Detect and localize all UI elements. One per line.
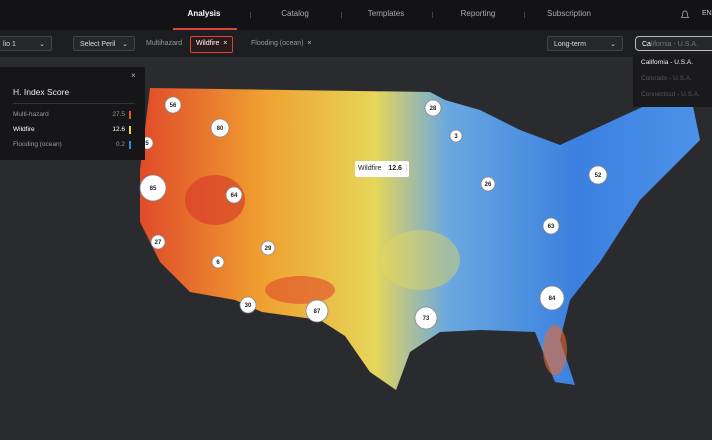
cluster-marker[interactable]	[424, 99, 442, 117]
cluster-marker[interactable]	[211, 255, 225, 269]
score-row: Wildfire 12.6	[13, 126, 131, 134]
cluster-count: 52	[595, 173, 602, 179]
chip-label: Flooding (ocean)	[251, 40, 304, 47]
score-swatch	[129, 111, 131, 119]
score-value: 27.5	[112, 111, 125, 118]
tooltip-label: Wildfire	[358, 165, 382, 172]
cluster-count: 56	[170, 103, 177, 109]
cluster-count: 30	[245, 303, 252, 309]
tooltip: Wildfire 12.6 |	[355, 161, 409, 177]
search-completion: lifornia - U.S.A.	[650, 41, 699, 48]
cluster-count: 85	[150, 186, 157, 192]
cluster-count: 26	[485, 182, 492, 188]
cluster-marker[interactable]	[150, 234, 166, 250]
search-input[interactable]: California - U.S.A.	[635, 36, 712, 51]
cluster-count: 28	[430, 106, 437, 112]
portfolio-name: lio 1	[3, 41, 16, 48]
cluster-count: 84	[549, 296, 556, 302]
portfolio-select[interactable]: lio 1 ⌄	[0, 36, 52, 51]
cluster-marker[interactable]	[305, 299, 329, 323]
hazard-patch	[543, 325, 567, 375]
cluster-count: 6	[216, 260, 220, 266]
peril-chip[interactable]: Wildfire ×	[190, 36, 234, 53]
nav-item[interactable]: Templates	[367, 9, 405, 18]
cluster-marker[interactable]	[210, 118, 230, 138]
score-value: 0.2	[115, 141, 125, 148]
suggestion[interactable]: Colorado - U.S.A.	[641, 75, 692, 82]
cluster-marker[interactable]	[449, 129, 463, 143]
caret: ⌄	[610, 41, 616, 48]
hazard-patch	[185, 175, 245, 225]
cluster-marker[interactable]	[588, 165, 608, 185]
peril-chip[interactable]: Multihazard	[146, 40, 183, 47]
score-label: Multi-hazard	[13, 111, 49, 118]
cluster-count: 27	[155, 240, 162, 246]
chip-remove[interactable]: ×	[221, 40, 228, 47]
nav-separator	[432, 12, 433, 18]
tooltip-sep: |	[403, 165, 408, 172]
score-panel: × H. Index Score Multi-hazard 27.5 Wildfir…	[0, 67, 145, 160]
close-button[interactable]: ×	[131, 71, 136, 80]
bell-icon[interactable]	[680, 10, 690, 20]
chip-remove[interactable]: ×	[305, 40, 312, 47]
nav-item[interactable]: Catalog	[281, 9, 309, 18]
cluster-count: 80	[217, 126, 224, 132]
hazard-patch	[265, 276, 335, 304]
score-label: Flooding (ocean)	[13, 141, 62, 148]
cluster-count: 73	[423, 316, 430, 322]
horizon-select[interactable]: Long-term ⌄	[547, 36, 623, 51]
suggestion-list: California - U.S.A. Colorado - U.S.A. Co…	[633, 55, 712, 107]
suggestion[interactable]: Connecticut - U.S.A.	[641, 91, 700, 98]
top-nav: EN Analysis Catalog Templates Reporting Subs…	[0, 0, 712, 30]
nav-item[interactable]: Subscription	[546, 9, 592, 18]
cluster-count: 63	[548, 224, 555, 230]
nav-separator	[249, 12, 251, 18]
cluster-count: 64	[231, 193, 238, 199]
cluster-count: 29	[265, 246, 272, 252]
chip-label: Wildfire	[196, 40, 220, 47]
nav-separator	[340, 12, 342, 18]
score-swatch	[129, 141, 131, 149]
cluster-count: 5	[145, 141, 149, 147]
cluster-marker[interactable]	[239, 296, 257, 314]
panel-title: H. Index Score	[13, 87, 70, 97]
score-swatch	[129, 126, 131, 134]
peril-label: Select Peril	[80, 41, 116, 48]
language[interactable]: EN	[702, 10, 712, 17]
suggestion[interactable]: California - U.S.A.	[641, 59, 694, 66]
nav-item[interactable]: Analysis	[187, 9, 221, 18]
caret: ⌄	[122, 41, 128, 48]
active-underline	[173, 28, 237, 30]
us-territory	[140, 88, 700, 390]
cluster-marker[interactable]	[480, 176, 496, 192]
tooltip-value: 12.6	[388, 165, 402, 172]
peril-chip[interactable]: Flooding (ocean) ×	[246, 36, 317, 51]
cluster-marker[interactable]	[139, 174, 167, 202]
score-label: Wildfire	[13, 126, 35, 133]
horizon-label: Long-term	[554, 41, 586, 48]
score-row: Multi-hazard 27.5	[13, 111, 131, 119]
cluster-marker[interactable]	[542, 217, 560, 235]
search-query: Ca	[642, 41, 651, 48]
cluster-marker[interactable]	[225, 186, 243, 204]
cluster-count: 87	[314, 309, 321, 315]
score-value: 12.6	[112, 126, 125, 133]
score-row: Flooding (ocean) 0.2	[13, 141, 131, 149]
nav-separator	[523, 12, 525, 18]
cluster-count: 3	[454, 134, 458, 140]
hazard-patch	[380, 230, 460, 290]
peril-select[interactable]: Select Peril ⌄	[73, 36, 135, 51]
toolbar: lio 1 ⌄ Select Peril ⌄ Multihazard Wildfir…	[0, 30, 712, 57]
cluster-marker[interactable]	[539, 285, 565, 311]
cluster-marker[interactable]	[414, 306, 438, 330]
cluster-marker[interactable]	[260, 240, 276, 256]
nav-item[interactable]: Reporting	[460, 9, 496, 18]
divider	[13, 103, 135, 104]
cluster-marker[interactable]	[164, 96, 182, 114]
caret: ⌄	[39, 41, 45, 48]
